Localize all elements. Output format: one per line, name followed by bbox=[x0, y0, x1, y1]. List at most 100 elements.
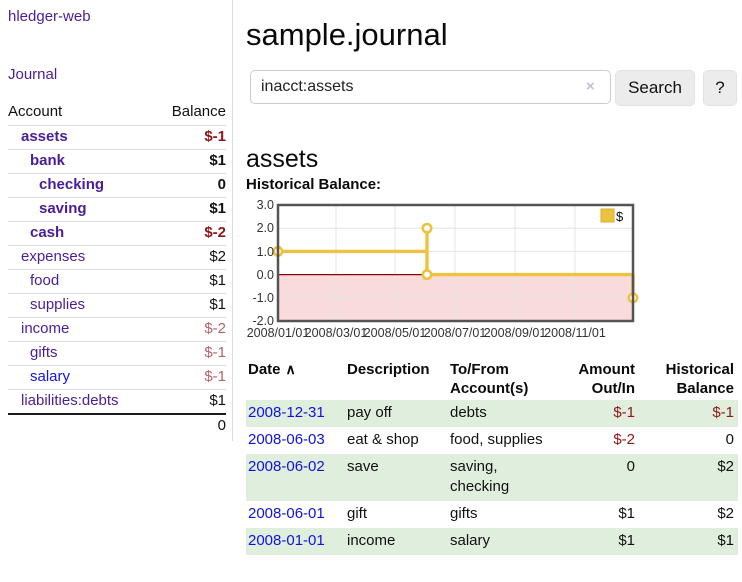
transaction-description: save bbox=[345, 454, 448, 501]
account-link-assets[interactable]: assets bbox=[21, 128, 68, 145]
transaction-description: pay off bbox=[345, 400, 448, 427]
transaction-date-link[interactable]: 2008-06-02 bbox=[248, 458, 325, 475]
account-row: salary $-1 bbox=[8, 365, 226, 390]
account-row: food $1 bbox=[8, 269, 226, 294]
transaction-date-link[interactable]: 2008-06-03 bbox=[248, 431, 325, 448]
app-brand-link[interactable]: hledger-web bbox=[8, 8, 91, 25]
svg-text:1.0: 1.0 bbox=[257, 245, 274, 259]
transaction-date-link[interactable]: 2008-01-01 bbox=[248, 532, 325, 549]
amount-column-header: Amount Out/In bbox=[578, 361, 635, 397]
clear-search-icon[interactable]: × bbox=[586, 78, 595, 95]
account-balance: $-2 bbox=[154, 221, 226, 246]
transaction-date-link[interactable]: 2008-12-31 bbox=[248, 404, 325, 421]
chart-heading: Historical Balance: bbox=[246, 176, 382, 193]
sort-ascending-icon: ∧ bbox=[285, 361, 296, 377]
account-row: liabilities:debts $1 bbox=[8, 389, 226, 414]
transaction-accounts: food, supplies bbox=[450, 431, 543, 448]
svg-text:2008/07/01: 2008/07/01 bbox=[424, 326, 487, 340]
account-link-supplies[interactable]: supplies bbox=[30, 296, 86, 313]
svg-text:2008/11/01: 2008/11/01 bbox=[544, 326, 606, 340]
account-link-checking[interactable]: checking bbox=[39, 176, 105, 193]
account-balance: $1 bbox=[154, 293, 226, 318]
account-balance: $1 bbox=[154, 149, 226, 174]
account-link-expenses[interactable]: expenses bbox=[21, 248, 86, 265]
search-input[interactable] bbox=[250, 70, 611, 104]
account-row: checking 0 bbox=[8, 173, 226, 198]
account-balance: $-1 bbox=[154, 341, 226, 366]
account-row: bank $1 bbox=[8, 149, 226, 174]
transaction-balance: $-1 bbox=[639, 400, 738, 427]
account-balance: $2 bbox=[154, 245, 226, 270]
account-link-income[interactable]: income bbox=[21, 320, 70, 337]
search-form: × Search ? bbox=[250, 70, 737, 106]
transaction-balance: $2 bbox=[639, 454, 738, 501]
accounts-total-value: 0 bbox=[154, 413, 226, 438]
account-row: assets $-1 bbox=[8, 125, 226, 150]
y-axis-labels: 3.0 2.0 1.0 0.0 -1.0 -2.0 bbox=[252, 198, 274, 328]
transaction-row: 2008-06-03 eat & shop food, supplies $-2… bbox=[246, 427, 738, 454]
account-link-food[interactable]: food bbox=[30, 272, 60, 289]
transactions-table: Date ∧ Description To/From Account(s) Amo… bbox=[246, 358, 738, 555]
sidebar: hledger-web Journal Account Balance asse… bbox=[0, 0, 233, 441]
account-balance: $-2 bbox=[154, 317, 226, 342]
transaction-balance: $2 bbox=[717, 505, 734, 522]
historical-balance-chart: $ 3.0 2.0 1.0 0.0 -1.0 -2.0 2008/01/01 2… bbox=[240, 198, 640, 346]
svg-text:0.0: 0.0 bbox=[257, 268, 274, 282]
transaction-balance: $1 bbox=[639, 528, 738, 555]
balance-column-header: Historical Balance bbox=[665, 361, 734, 397]
account-row: gifts $-1 bbox=[8, 341, 226, 366]
transaction-amount: 0 bbox=[549, 454, 639, 501]
help-button[interactable]: ? bbox=[703, 70, 737, 106]
account-balance: $1 bbox=[154, 197, 226, 222]
account-link-cash[interactable]: cash bbox=[30, 224, 65, 241]
account-balance: $-1 bbox=[154, 365, 226, 390]
transaction-amount: $-2 bbox=[613, 431, 635, 448]
svg-text:3.0: 3.0 bbox=[257, 198, 274, 212]
balance-column-header: Balance bbox=[171, 103, 226, 120]
transactions-header-row: Date ∧ Description To/From Account(s) Amo… bbox=[246, 358, 738, 400]
account-row: supplies $1 bbox=[8, 293, 226, 318]
date-column-header[interactable]: Date ∧ bbox=[248, 361, 296, 378]
transaction-accounts: debts bbox=[448, 400, 549, 427]
chart-canvas: $ 3.0 2.0 1.0 0.0 -1.0 -2.0 2008/01/01 2… bbox=[247, 198, 639, 340]
account-link-bank[interactable]: bank bbox=[30, 152, 66, 169]
transaction-description: eat & shop bbox=[347, 431, 419, 448]
account-link-saving[interactable]: saving bbox=[39, 200, 87, 217]
transaction-row: 2008-01-01 income salary $1 $1 bbox=[246, 528, 738, 555]
account-link-liabilities-debts[interactable]: liabilities:debts bbox=[21, 392, 119, 409]
accounts-total-row: 0 bbox=[8, 413, 226, 438]
account-row: saving $1 bbox=[8, 197, 226, 222]
transaction-amount: $-1 bbox=[549, 400, 639, 427]
transaction-balance: 0 bbox=[725, 431, 734, 448]
account-link-salary[interactable]: salary bbox=[30, 368, 71, 385]
account-balance: $1 bbox=[154, 389, 226, 414]
transaction-amount: $1 bbox=[618, 505, 635, 522]
transaction-row: 2008-06-02 save saving, checking 0 $2 bbox=[246, 454, 738, 501]
account-link-gifts[interactable]: gifts bbox=[30, 344, 58, 361]
account-heading: assets bbox=[246, 144, 319, 173]
transaction-description: gift bbox=[347, 505, 368, 522]
transaction-description: income bbox=[345, 528, 448, 555]
legend-swatch bbox=[600, 208, 615, 223]
transaction-row: 2008-06-01 gift gifts $1 $2 bbox=[246, 501, 738, 528]
account-balance: $-1 bbox=[154, 125, 226, 150]
accounts-column-header: To/From Account(s) bbox=[450, 361, 529, 397]
svg-text:-1.0: -1.0 bbox=[252, 291, 274, 305]
account-row: income $-2 bbox=[8, 317, 226, 342]
chart-legend: $ bbox=[598, 207, 628, 225]
transaction-accounts: gifts bbox=[450, 505, 478, 522]
svg-text:2.0: 2.0 bbox=[257, 221, 274, 235]
transaction-date-link[interactable]: 2008-06-01 bbox=[248, 505, 325, 522]
x-axis-labels: 2008/01/01 2008/03/01 2008/05/01 2008/07… bbox=[247, 326, 606, 340]
plot-border bbox=[276, 203, 635, 323]
svg-text:-2.0: -2.0 bbox=[252, 314, 274, 328]
legend-label: $ bbox=[616, 209, 624, 224]
description-column-header: Description bbox=[347, 361, 430, 378]
accounts-column-header: Account bbox=[8, 103, 63, 120]
svg-text:2008/03/01: 2008/03/01 bbox=[305, 326, 368, 340]
search-button[interactable]: Search bbox=[615, 70, 695, 106]
account-row: expenses $2 bbox=[8, 245, 226, 270]
sidebar-item-journal[interactable]: Journal bbox=[8, 66, 58, 83]
page-title: sample.journal bbox=[246, 16, 448, 52]
svg-text:2008/05/01: 2008/05/01 bbox=[364, 326, 427, 340]
